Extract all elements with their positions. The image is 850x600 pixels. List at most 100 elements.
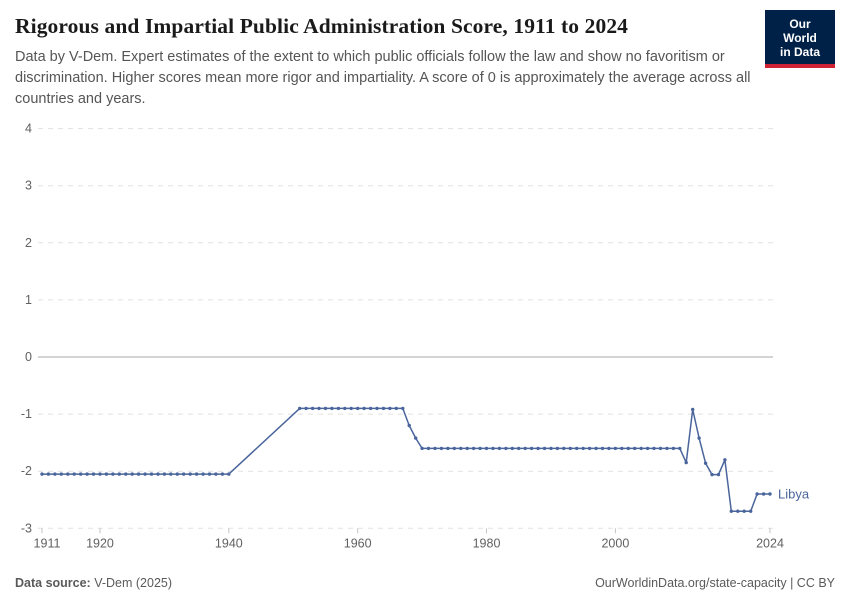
data-point-2005[interactable] xyxy=(645,446,650,451)
data-point-1952[interactable] xyxy=(304,406,308,411)
data-point-1960[interactable] xyxy=(356,406,360,411)
data-point-1921[interactable] xyxy=(104,472,109,476)
data-point-2009[interactable] xyxy=(671,446,676,451)
data-point-1919[interactable] xyxy=(91,472,96,476)
data-point-1982[interactable] xyxy=(497,446,502,451)
data-point-1997[interactable] xyxy=(594,446,598,451)
data-point-1996[interactable] xyxy=(587,446,592,451)
data-point-2003[interactable] xyxy=(633,446,637,451)
data-point-1986[interactable] xyxy=(523,446,527,451)
data-point-1962[interactable] xyxy=(368,406,373,411)
data-point-1923[interactable] xyxy=(117,472,122,476)
footer-link[interactable]: OurWorldinData.org/state-capacity | CC B… xyxy=(595,576,835,590)
data-point-1965[interactable] xyxy=(388,406,392,411)
data-point-2019[interactable] xyxy=(736,509,740,513)
data-point-1979[interactable] xyxy=(478,446,482,451)
data-point-1912[interactable] xyxy=(46,472,51,476)
data-point-1929[interactable] xyxy=(156,472,160,476)
data-point-1992[interactable] xyxy=(562,446,566,451)
data-point-1925[interactable] xyxy=(130,472,134,476)
data-point-1990[interactable] xyxy=(549,446,553,451)
data-point-1985[interactable] xyxy=(517,446,521,451)
data-point-1980[interactable] xyxy=(484,446,489,451)
data-point-1917[interactable] xyxy=(79,472,83,476)
data-point-1937[interactable] xyxy=(207,472,212,476)
data-point-1995[interactable] xyxy=(581,446,585,451)
data-point-1954[interactable] xyxy=(317,406,321,411)
data-point-2000[interactable] xyxy=(613,446,618,451)
data-point-1970[interactable] xyxy=(420,446,424,451)
data-point-1994[interactable] xyxy=(575,446,579,451)
data-point-1930[interactable] xyxy=(162,472,167,476)
data-point-2012[interactable] xyxy=(691,407,695,412)
data-point-1936[interactable] xyxy=(201,472,205,476)
data-point-1991[interactable] xyxy=(555,446,560,451)
data-point-2011[interactable] xyxy=(684,460,688,465)
data-point-1916[interactable] xyxy=(72,472,76,476)
data-point-1920[interactable] xyxy=(98,472,102,476)
data-point-1957[interactable] xyxy=(336,406,341,411)
data-point-2015[interactable] xyxy=(710,472,714,477)
data-point-1989[interactable] xyxy=(542,446,547,451)
data-point-1915[interactable] xyxy=(66,472,70,476)
data-point-1966[interactable] xyxy=(394,406,398,411)
data-point-1951[interactable] xyxy=(298,406,302,411)
data-point-1974[interactable] xyxy=(446,446,450,451)
data-point-2013[interactable] xyxy=(697,436,701,440)
data-point-1959[interactable] xyxy=(349,406,353,411)
data-point-1955[interactable] xyxy=(323,406,328,411)
data-point-2004[interactable] xyxy=(639,446,643,451)
data-point-2006[interactable] xyxy=(652,446,656,451)
data-point-1968[interactable] xyxy=(407,423,411,428)
data-point-1927[interactable] xyxy=(143,472,147,476)
data-point-1958[interactable] xyxy=(343,406,347,411)
data-point-1956[interactable] xyxy=(330,406,334,411)
data-point-1914[interactable] xyxy=(59,472,63,476)
data-point-1961[interactable] xyxy=(362,406,366,411)
data-point-1981[interactable] xyxy=(491,446,495,451)
data-point-1924[interactable] xyxy=(124,472,128,476)
data-point-1976[interactable] xyxy=(459,446,463,451)
data-point-1939[interactable] xyxy=(220,472,225,476)
data-point-1969[interactable] xyxy=(414,436,418,440)
data-point-2016[interactable] xyxy=(716,472,721,477)
data-point-1983[interactable] xyxy=(504,446,508,451)
data-point-1977[interactable] xyxy=(465,446,469,451)
data-point-2001[interactable] xyxy=(620,446,624,451)
data-point-1972[interactable] xyxy=(433,446,437,451)
data-point-1922[interactable] xyxy=(111,472,115,476)
data-point-1935[interactable] xyxy=(194,472,199,476)
data-point-1928[interactable] xyxy=(149,472,154,476)
data-point-1971[interactable] xyxy=(426,446,431,451)
data-point-2023[interactable] xyxy=(761,492,766,496)
data-point-1984[interactable] xyxy=(510,446,514,451)
chart-canvas[interactable]: 4 3 2 1 0 -1 -2 -3 1911 1920 1940 1960 1980 2000 2024 L… xyxy=(0,110,850,558)
data-point-2014[interactable] xyxy=(703,461,708,465)
data-point-2007[interactable] xyxy=(658,446,663,451)
series-line-libya[interactable] xyxy=(42,407,770,512)
data-point-2008[interactable] xyxy=(665,446,669,451)
data-point-1987[interactable] xyxy=(529,446,534,451)
data-point-1963[interactable] xyxy=(375,406,379,411)
data-point-1998[interactable] xyxy=(600,446,605,451)
data-point-1940[interactable] xyxy=(227,472,231,476)
data-point-1934[interactable] xyxy=(188,472,192,476)
data-point-1932[interactable] xyxy=(175,472,179,476)
data-point-2022[interactable] xyxy=(755,492,759,496)
data-point-1973[interactable] xyxy=(439,446,444,451)
data-point-2018[interactable] xyxy=(729,509,733,513)
data-point-2024[interactable] xyxy=(768,492,772,496)
data-point-2002[interactable] xyxy=(626,446,630,451)
data-point-1993[interactable] xyxy=(568,446,572,451)
data-point-1964[interactable] xyxy=(381,406,386,411)
data-point-1967[interactable] xyxy=(401,406,405,411)
data-point-1926[interactable] xyxy=(136,472,141,476)
data-point-2020[interactable] xyxy=(742,509,746,513)
data-point-1953[interactable] xyxy=(310,406,315,411)
data-point-1913[interactable] xyxy=(53,472,57,476)
data-point-1931[interactable] xyxy=(169,472,173,476)
data-point-1988[interactable] xyxy=(536,446,540,451)
data-point-2017[interactable] xyxy=(723,458,727,462)
data-point-2010[interactable] xyxy=(678,446,682,451)
